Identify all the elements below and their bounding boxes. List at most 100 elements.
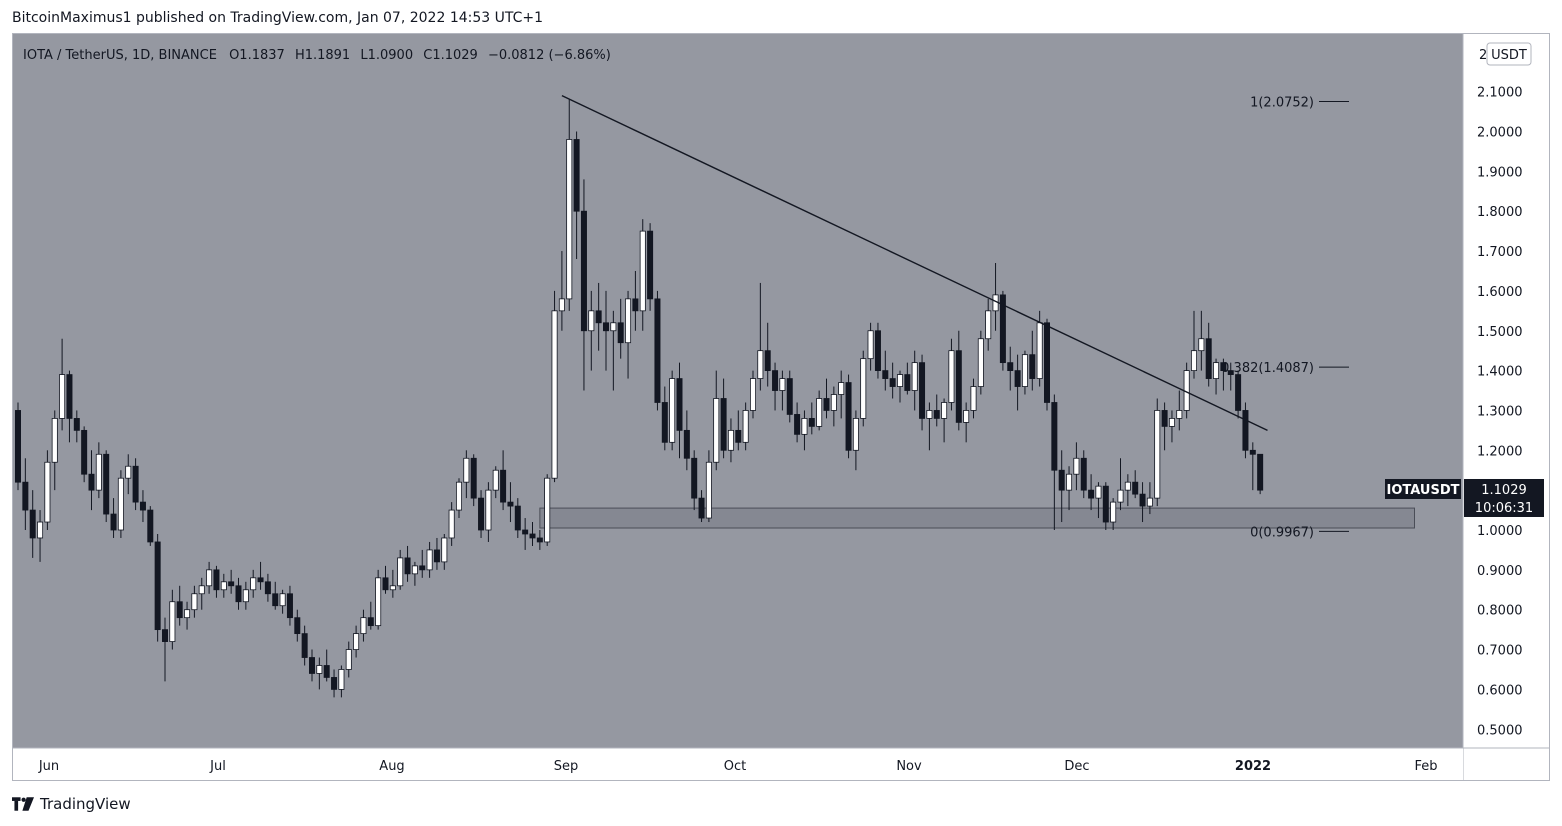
candle-body[interactable] xyxy=(1058,469,1065,491)
candle-body[interactable] xyxy=(625,298,632,344)
candle-body[interactable] xyxy=(198,585,205,595)
candle-body[interactable] xyxy=(654,298,661,403)
candle-body[interactable] xyxy=(838,382,845,395)
candle-body[interactable] xyxy=(294,617,301,635)
candle-body[interactable] xyxy=(1095,485,1102,499)
last-price-box[interactable] xyxy=(1464,478,1544,517)
candle-body[interactable] xyxy=(1051,402,1058,471)
candle-body[interactable] xyxy=(279,593,286,607)
candle-body[interactable] xyxy=(941,402,948,419)
candle-body[interactable] xyxy=(161,629,168,642)
candle-body[interactable] xyxy=(66,374,73,419)
candle-body[interactable] xyxy=(411,565,418,575)
tradingview-footer[interactable]: TradingView xyxy=(12,795,131,813)
candle-body[interactable] xyxy=(647,230,654,300)
candle-body[interactable] xyxy=(750,378,757,411)
candle-body[interactable] xyxy=(103,453,110,515)
candle-body[interactable] xyxy=(1198,338,1205,352)
candle-body[interactable] xyxy=(463,457,470,483)
candle-body[interactable] xyxy=(830,394,837,411)
candle-body[interactable] xyxy=(1249,449,1256,455)
candle-body[interactable] xyxy=(367,617,374,627)
candle-body[interactable] xyxy=(1102,485,1109,523)
time-axis[interactable] xyxy=(13,748,1463,780)
candle-body[interactable] xyxy=(323,665,330,678)
candle-body[interactable] xyxy=(985,310,992,340)
candle-body[interactable] xyxy=(242,589,249,603)
candle-body[interactable] xyxy=(441,537,448,563)
candle-body[interactable] xyxy=(1227,370,1234,375)
candle-body[interactable] xyxy=(220,581,227,591)
candle-body[interactable] xyxy=(331,677,338,690)
candle-body[interactable] xyxy=(250,577,257,591)
candle-body[interactable] xyxy=(933,410,940,419)
candle-body[interactable] xyxy=(1220,362,1227,372)
candle-body[interactable] xyxy=(470,457,477,499)
candle-body[interactable] xyxy=(132,465,139,503)
chart-legend[interactable]: IOTA / TetherUS, 1D, BINANCE O1.1837 H1.… xyxy=(23,48,611,63)
candle-body[interactable] xyxy=(213,569,220,591)
candle-body[interactable] xyxy=(823,398,830,411)
candle-body[interactable] xyxy=(191,593,198,611)
candle-body[interactable] xyxy=(235,585,242,603)
candle-body[interactable] xyxy=(147,509,154,543)
candle-body[interactable] xyxy=(507,501,514,507)
candle-body[interactable] xyxy=(1235,374,1242,411)
candle-body[interactable] xyxy=(860,358,867,419)
candle-body[interactable] xyxy=(1168,418,1175,427)
candle-body[interactable] xyxy=(404,557,411,575)
candle-body[interactable] xyxy=(764,350,771,371)
candle-body[interactable] xyxy=(1007,362,1014,372)
candle-body[interactable] xyxy=(735,429,742,443)
candle-body[interactable] xyxy=(184,609,191,619)
candle-body[interactable] xyxy=(500,469,507,503)
candle-body[interactable] xyxy=(558,298,565,312)
candle-body[interactable] xyxy=(669,378,676,443)
candle-body[interactable] xyxy=(1029,354,1036,379)
candle-body[interactable] xyxy=(970,386,977,411)
candle-body[interactable] xyxy=(727,429,734,451)
candle-body[interactable] xyxy=(720,398,727,451)
candle-body[interactable] xyxy=(1044,322,1051,403)
candle-body[interactable] xyxy=(529,533,536,539)
candle-body[interactable] xyxy=(639,230,646,312)
candle-body[interactable] xyxy=(573,139,580,212)
candle-body[interactable] xyxy=(786,378,793,415)
candle-body[interactable] xyxy=(110,513,117,531)
candle-body[interactable] xyxy=(455,481,462,511)
candle-body[interactable] xyxy=(617,322,624,344)
candle-body[interactable] xyxy=(522,529,529,535)
candle-body[interactable] xyxy=(1242,410,1249,451)
candle-body[interactable] xyxy=(1117,489,1124,503)
candle-body[interactable] xyxy=(551,310,558,479)
candle-body[interactable] xyxy=(419,565,426,571)
candle-body[interactable] xyxy=(816,398,823,427)
candle-body[interactable] xyxy=(15,410,21,483)
candle-body[interactable] xyxy=(948,350,955,403)
candle-body[interactable] xyxy=(1066,473,1073,491)
candle-body[interactable] xyxy=(911,362,918,391)
candle-body[interactable] xyxy=(272,593,279,607)
candle-body[interactable] xyxy=(1021,354,1028,387)
candle-body[interactable] xyxy=(705,461,712,519)
candle-body[interactable] xyxy=(22,481,29,511)
candle-body[interactable] xyxy=(845,382,852,451)
candle-body[interactable] xyxy=(698,497,705,519)
candle-body[interactable] xyxy=(742,410,749,443)
candle-body[interactable] xyxy=(389,585,396,591)
candle-body[interactable] xyxy=(544,477,551,543)
candle-body[interactable] xyxy=(588,310,595,332)
candle-body[interactable] xyxy=(228,581,235,587)
candle-body[interactable] xyxy=(492,469,499,491)
candle-body[interactable] xyxy=(1124,481,1131,491)
candle-body[interactable] xyxy=(897,374,904,387)
candle-body[interactable] xyxy=(264,581,271,595)
candle-body[interactable] xyxy=(1132,481,1139,495)
candle-body[interactable] xyxy=(375,577,382,627)
candle-body[interactable] xyxy=(926,410,933,419)
candle-body[interactable] xyxy=(88,473,95,491)
candle-body[interactable] xyxy=(794,414,801,435)
candle-body[interactable] xyxy=(169,601,176,642)
candle-body[interactable] xyxy=(852,418,859,451)
candle-body[interactable] xyxy=(1161,410,1168,427)
